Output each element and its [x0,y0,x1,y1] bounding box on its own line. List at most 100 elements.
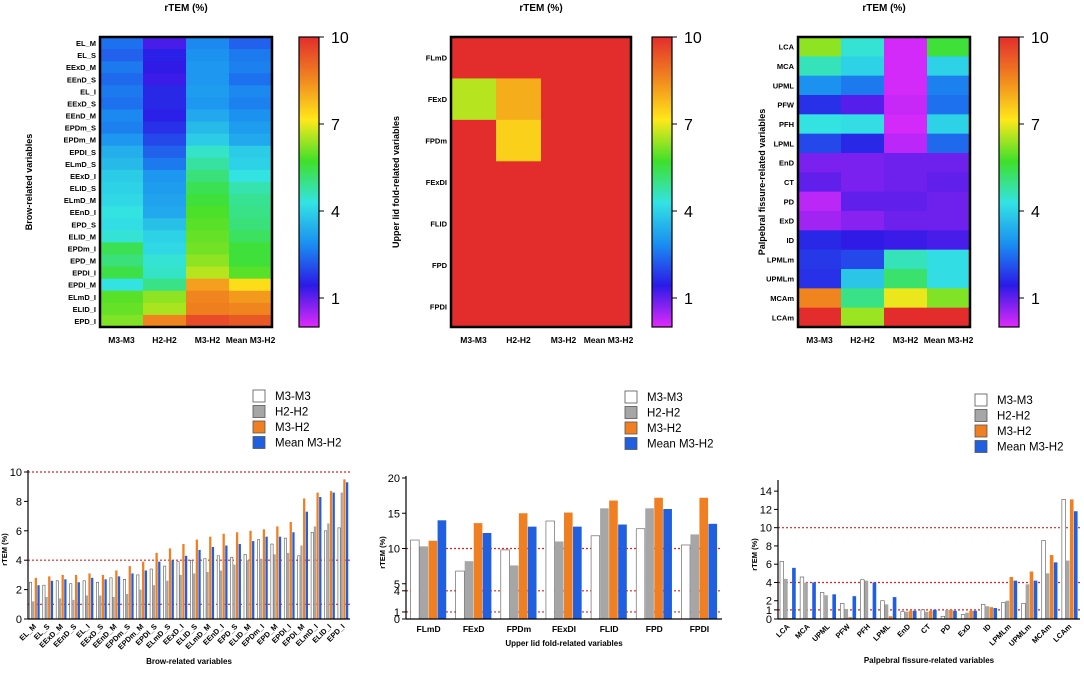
heatmap-cell [451,161,497,204]
heatmap-row-label: EPDI_M [68,281,96,290]
bar [182,544,185,619]
bar [945,609,949,619]
heatmap-cell [229,278,273,292]
bar [316,492,319,619]
heatmap-cell [798,307,842,328]
bar [29,581,32,620]
heatmap-cell [841,114,885,135]
heatmap-row-label: EPD_S [71,220,96,229]
heatmap-cell [884,230,928,251]
heatmap-col-label: Mean M3-H2 [924,335,974,345]
bar [527,526,537,619]
heatmap-cell [496,78,542,121]
heatmap-cell [100,266,144,280]
heatmap-cell [229,97,273,110]
heatmap-cell [100,37,144,50]
bar [216,555,220,620]
heatmap-cell [143,121,187,135]
heatmap-cell [451,285,497,328]
heatmap-cell [541,161,587,204]
bar [246,560,249,619]
bar [50,580,54,619]
heatmap-cell [229,169,273,183]
bar [252,541,255,619]
heatmap-cell [100,242,144,255]
bar [270,543,274,620]
heatmap-cell [143,194,187,207]
bar [149,568,153,620]
y-tick-label: 10 [10,467,22,479]
bar [920,609,925,620]
heatmap-cell [186,133,230,147]
bar [243,554,247,620]
legend-label: M3-M3 [647,392,683,404]
heatmap-cell [927,56,971,77]
legend-swatch [624,437,638,450]
bar [981,604,986,620]
bar [273,554,276,619]
heatmap-col-label: H2-H2 [506,335,531,345]
colorbar-tick-label: 4 [331,204,340,221]
legend-label: Mean M3-H2 [997,442,1063,454]
bar [860,579,865,620]
bar [91,577,94,619]
bar [708,523,718,619]
bar [464,561,474,619]
heatmap-cell [186,302,230,316]
bar [343,479,346,619]
bar [101,574,105,619]
bar [564,512,573,619]
bar [265,536,268,619]
bar [1061,499,1066,620]
y-tick-label: 6 [766,559,772,571]
legend-swatch [624,421,638,435]
heatmap-cell [143,49,187,62]
heatmap-cell [100,157,144,171]
legend-label: M3-H2 [997,426,1032,438]
heatmap-ylabel: Upper lid fold-related variables [391,116,401,248]
heatmap-cell [100,85,144,98]
heatmap-cell [100,121,144,135]
heatmap-cell [798,133,842,154]
colorbar-tick-label: 7 [1031,117,1040,134]
heatmap-row-label: FLmD [426,54,448,63]
bar [297,555,301,620]
legend-swatch [974,393,988,407]
bar [69,583,73,620]
legend-label: M3-M3 [275,391,311,403]
heatmap-row-label: ID [787,236,795,245]
bar [276,526,279,619]
heatmap-cell [541,78,587,121]
x-tick-label: FExD [463,624,485,634]
x-axis-label: Palpebral fissure-related variables [864,656,995,665]
bar [953,610,957,619]
bar [880,600,885,620]
heatmap-cell [586,244,632,287]
heatmap-cell [143,169,187,183]
colorbar-tick-label: 10 [1031,30,1049,47]
bar [190,559,193,620]
x-tick-label: PD [939,622,953,636]
bar [663,509,672,619]
bar [654,497,663,619]
legend-swatch [624,390,638,404]
heatmap-cell [100,133,144,147]
bar [784,578,788,619]
heatmap-cell [100,145,144,159]
y-tick-label: 8 [16,496,22,508]
bar [924,611,929,619]
heatmap-col-label: H2-H2 [850,335,875,345]
heatmap-cell [100,194,144,207]
heatmap-col-label: Mean M3-H2 [584,335,634,345]
bar [313,526,317,619]
heatmap-cell [927,153,971,173]
heatmap-cell [143,242,187,255]
heatmap-frame [796,35,972,329]
bar [681,544,691,620]
bar [45,596,48,619]
x-tick-label: UPML [810,622,832,644]
heatmap-cell [927,133,971,154]
heatmap-cell [841,249,885,270]
heatmap-cell [143,218,187,231]
bar [340,492,343,619]
